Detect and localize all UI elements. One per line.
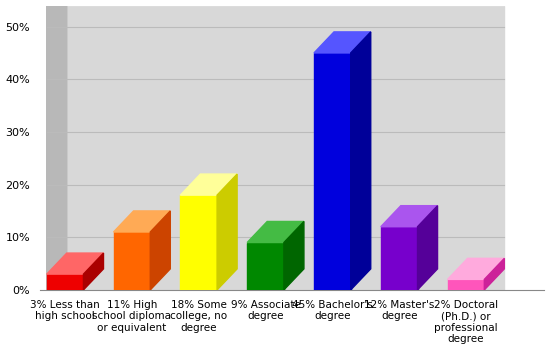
Polygon shape <box>180 195 217 290</box>
Polygon shape <box>247 243 284 290</box>
Polygon shape <box>47 6 504 290</box>
Polygon shape <box>47 0 524 6</box>
Polygon shape <box>351 32 371 290</box>
Polygon shape <box>314 32 371 53</box>
Polygon shape <box>381 227 417 290</box>
Polygon shape <box>417 206 438 290</box>
Polygon shape <box>448 258 504 279</box>
Polygon shape <box>150 211 170 290</box>
Polygon shape <box>485 258 504 290</box>
Polygon shape <box>47 0 67 290</box>
Polygon shape <box>113 211 170 232</box>
Polygon shape <box>180 174 237 195</box>
Polygon shape <box>47 274 84 290</box>
Polygon shape <box>284 222 304 290</box>
Polygon shape <box>47 253 103 274</box>
Polygon shape <box>314 53 351 290</box>
Polygon shape <box>381 206 438 227</box>
Polygon shape <box>217 174 237 290</box>
Polygon shape <box>247 222 304 243</box>
Polygon shape <box>448 279 485 290</box>
Polygon shape <box>84 253 103 290</box>
Polygon shape <box>113 232 150 290</box>
